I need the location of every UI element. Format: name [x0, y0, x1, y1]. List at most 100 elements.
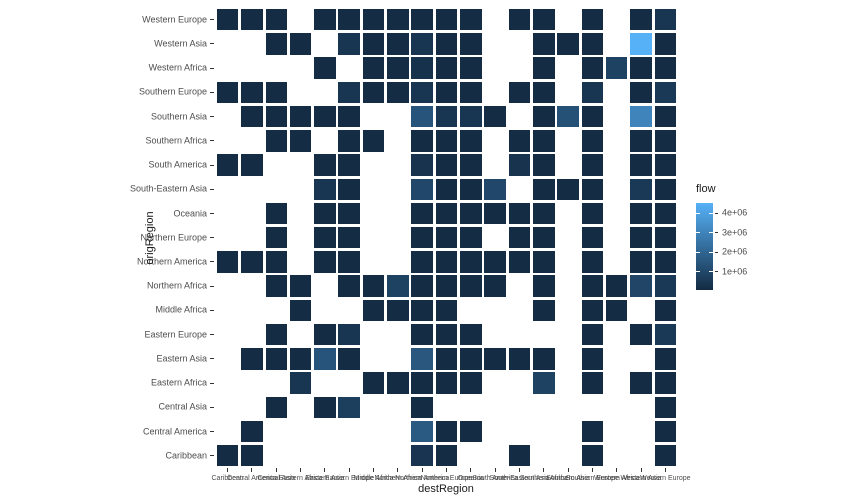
heatmap-cell	[241, 8, 263, 31]
x-tick-mark	[446, 468, 447, 473]
legend-tick-mark	[709, 212, 713, 214]
x-tick-mark	[300, 468, 302, 473]
heatmap-cell	[216, 8, 239, 31]
y-tick-mark	[209, 358, 214, 360]
heatmap-cell	[630, 154, 652, 176]
heatmap-cell	[508, 227, 531, 249]
x-tick-label: South America	[472, 475, 518, 482]
heatmap-cell	[484, 202, 506, 225]
y-axis-title: origRegion	[144, 211, 156, 265]
heatmap-cell	[460, 275, 482, 297]
heatmap-cell	[435, 105, 458, 128]
heatmap-cell	[435, 323, 458, 346]
heatmap-cell	[387, 33, 409, 55]
y-tick-mark	[209, 334, 214, 336]
heatmap-cell	[241, 445, 263, 467]
y-tick-label: South-Eastern Asia	[129, 183, 207, 194]
heatmap-cell	[435, 154, 458, 176]
heatmap-cell	[508, 130, 531, 152]
heatmap-cell	[411, 33, 433, 55]
heatmap-cell	[508, 8, 531, 31]
heatmap-cell	[411, 57, 433, 79]
legend-tick-mark	[715, 251, 718, 253]
heatmap-cell	[362, 8, 385, 31]
heatmap-cell	[581, 299, 604, 322]
heatmap-cell	[654, 420, 677, 443]
heatmap-cell	[581, 420, 604, 443]
heatmap-cell	[314, 178, 336, 200]
heatmap-cell	[338, 81, 360, 104]
heatmap-cell	[630, 81, 652, 104]
heatmap-cell	[654, 227, 677, 249]
y-tick-mark	[209, 116, 214, 118]
heatmap-cell	[265, 202, 288, 225]
y-tick-label: Eastern Africa	[150, 377, 207, 388]
heatmap-cell	[460, 372, 482, 394]
heatmap-cell	[265, 348, 288, 370]
heatmap-cell	[654, 275, 677, 297]
heatmap-cell	[314, 323, 336, 346]
y-tick-mark	[209, 91, 214, 93]
heatmap-cell	[460, 105, 482, 128]
heatmap-cell	[362, 130, 385, 152]
x-tick-mark	[518, 468, 520, 473]
heatmap-cell	[533, 251, 555, 273]
heatmap-cell	[654, 178, 677, 200]
legend-tick-mark	[696, 251, 700, 253]
x-tick-label: Northern Europe	[420, 475, 473, 482]
heatmap-cell	[338, 251, 360, 273]
heatmap-cell	[533, 57, 555, 79]
heatmap-cell	[362, 57, 385, 79]
heatmap-cell	[581, 445, 604, 467]
heatmap-cell	[411, 396, 433, 419]
heatmap-cell	[435, 130, 458, 152]
heatmap-cell	[411, 323, 433, 346]
y-tick-mark	[209, 455, 214, 457]
heatmap-cell	[557, 105, 579, 128]
heatmap-cell	[460, 420, 482, 443]
x-tick-mark	[470, 468, 472, 473]
heatmap-cell	[362, 81, 385, 104]
heatmap-cell	[581, 178, 604, 200]
heatmap-cell	[630, 33, 652, 55]
heatmap-cell	[411, 275, 433, 297]
heatmap-cell	[435, 348, 458, 370]
legend-gradient-bar	[696, 203, 713, 290]
heatmap-cell	[533, 299, 555, 322]
heatmap-cell	[484, 178, 506, 200]
y-tick-label: Middle Africa	[155, 304, 207, 315]
legend-tick-mark	[715, 271, 718, 273]
heatmap-cell	[581, 130, 604, 152]
heatmap-cell	[533, 105, 555, 128]
heatmap-cell	[557, 33, 579, 55]
x-tick-label: Caribbean	[211, 475, 244, 482]
heatmap-cell	[533, 202, 555, 225]
heatmap-cell	[484, 275, 506, 297]
y-tick-label: Southern Africa	[145, 135, 207, 146]
heatmap-cell	[581, 275, 604, 297]
heatmap-cell	[581, 81, 604, 104]
heatmap-cell	[338, 227, 360, 249]
heatmap-cell	[265, 81, 288, 104]
x-tick-label: Western Africa	[594, 475, 640, 482]
heatmap-cell	[533, 178, 555, 200]
heatmap-cell	[581, 251, 604, 273]
heatmap-cell	[508, 445, 531, 467]
heatmap-cell	[338, 8, 360, 31]
heatmap-cell	[338, 323, 360, 346]
y-tick-mark	[209, 188, 214, 190]
heatmap-cell	[289, 105, 312, 128]
heatmap-cell	[654, 372, 677, 394]
heatmap-cell	[605, 299, 628, 322]
heatmap-cell	[581, 372, 604, 394]
x-tick-label: Central America	[227, 475, 277, 482]
heatmap-cell	[265, 105, 288, 128]
x-tick-label: Central Asia	[257, 475, 296, 482]
x-tick-mark	[324, 468, 326, 473]
x-tick-label: South-Eastern Asia	[489, 475, 550, 482]
plot-panel	[215, 7, 678, 468]
heatmap-cell	[338, 178, 360, 200]
y-tick-label: Western Africa	[148, 62, 207, 73]
legend-tick-label: 1e+06	[722, 266, 748, 277]
heatmap-cell	[241, 154, 263, 176]
